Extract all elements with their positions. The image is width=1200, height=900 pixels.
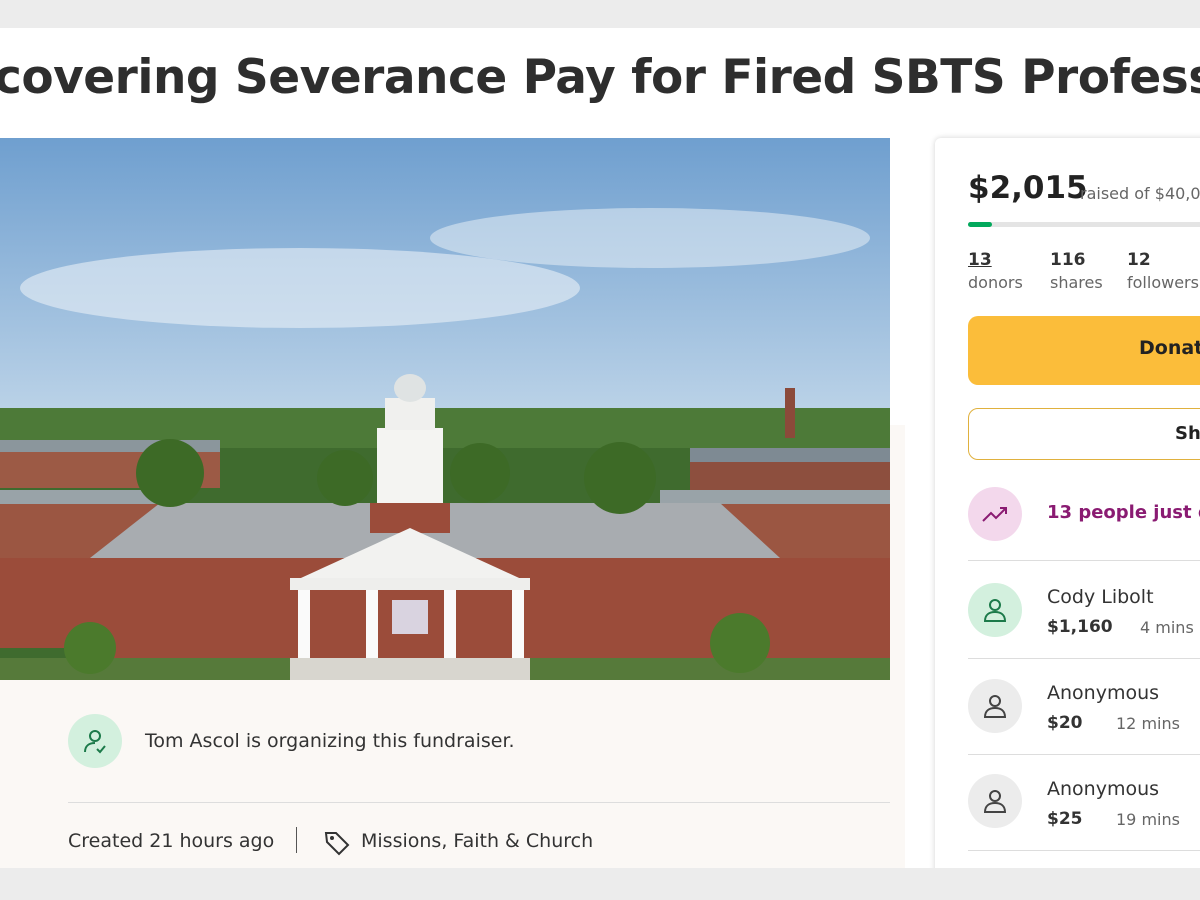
campaign-title: covering Severance Pay for Fired SBTS Pr…	[0, 50, 1200, 105]
separator	[296, 827, 297, 853]
donor-name: Cody Libolt	[1047, 586, 1154, 608]
donor-icon	[968, 774, 1022, 828]
donation-card: $2,015 raised of $40,0 13 donors 116 sha…	[935, 138, 1200, 868]
donation-amount: $1,160	[1047, 617, 1113, 637]
trend-icon	[968, 487, 1022, 541]
donation-amount: $25	[1047, 809, 1083, 829]
button-label: Sha	[1175, 423, 1200, 444]
stat-label: followers	[1127, 273, 1199, 292]
button-label: Donat	[1139, 337, 1200, 359]
divider	[968, 658, 1200, 659]
stat-value[interactable]: 13	[968, 250, 992, 270]
divider	[968, 560, 1200, 561]
recent-donations: 13 people just d	[1047, 502, 1200, 523]
donor-icon	[968, 679, 1022, 733]
amount-raised: $2,015	[968, 170, 1088, 206]
user-icon	[84, 730, 106, 754]
donor-name: Anonymous	[1047, 778, 1160, 800]
user-icon	[983, 599, 1007, 622]
donor-icon	[968, 583, 1022, 637]
stat-value: 116	[1050, 250, 1086, 270]
donate-button[interactable]: Donat	[968, 316, 1200, 385]
progress-fill	[968, 222, 992, 227]
goal-text: raised of $40,0	[1080, 184, 1200, 203]
donor-name: Anonymous	[1047, 682, 1160, 704]
divider	[68, 802, 890, 803]
donation-time: 12 mins	[1116, 714, 1180, 733]
stat-label: shares	[1050, 273, 1103, 292]
organizer-text: Tom Ascol is organizing this fundraiser.	[145, 730, 515, 752]
divider	[968, 850, 1200, 851]
campaign-photo	[0, 138, 890, 680]
category-link[interactable]: Missions, Faith & Church	[361, 830, 594, 852]
donation-time: 4 mins	[1140, 618, 1194, 637]
stat-label: donors	[968, 273, 1023, 292]
content: covering Severance Pay for Fired SBTS Pr…	[0, 28, 1200, 868]
progress-track	[968, 222, 1200, 227]
user-icon	[983, 695, 1007, 718]
stat-value: 12	[1127, 250, 1151, 270]
donation-amount: $20	[1047, 713, 1083, 733]
tag-icon	[324, 832, 350, 856]
donation-time: 19 mins	[1116, 810, 1180, 829]
organizer-icon	[68, 714, 122, 768]
user-icon	[983, 790, 1007, 813]
trend-arrow	[982, 507, 1007, 522]
created-date: Created 21 hours ago	[68, 830, 275, 852]
divider	[968, 754, 1200, 755]
share-button[interactable]: Sha	[968, 408, 1200, 460]
